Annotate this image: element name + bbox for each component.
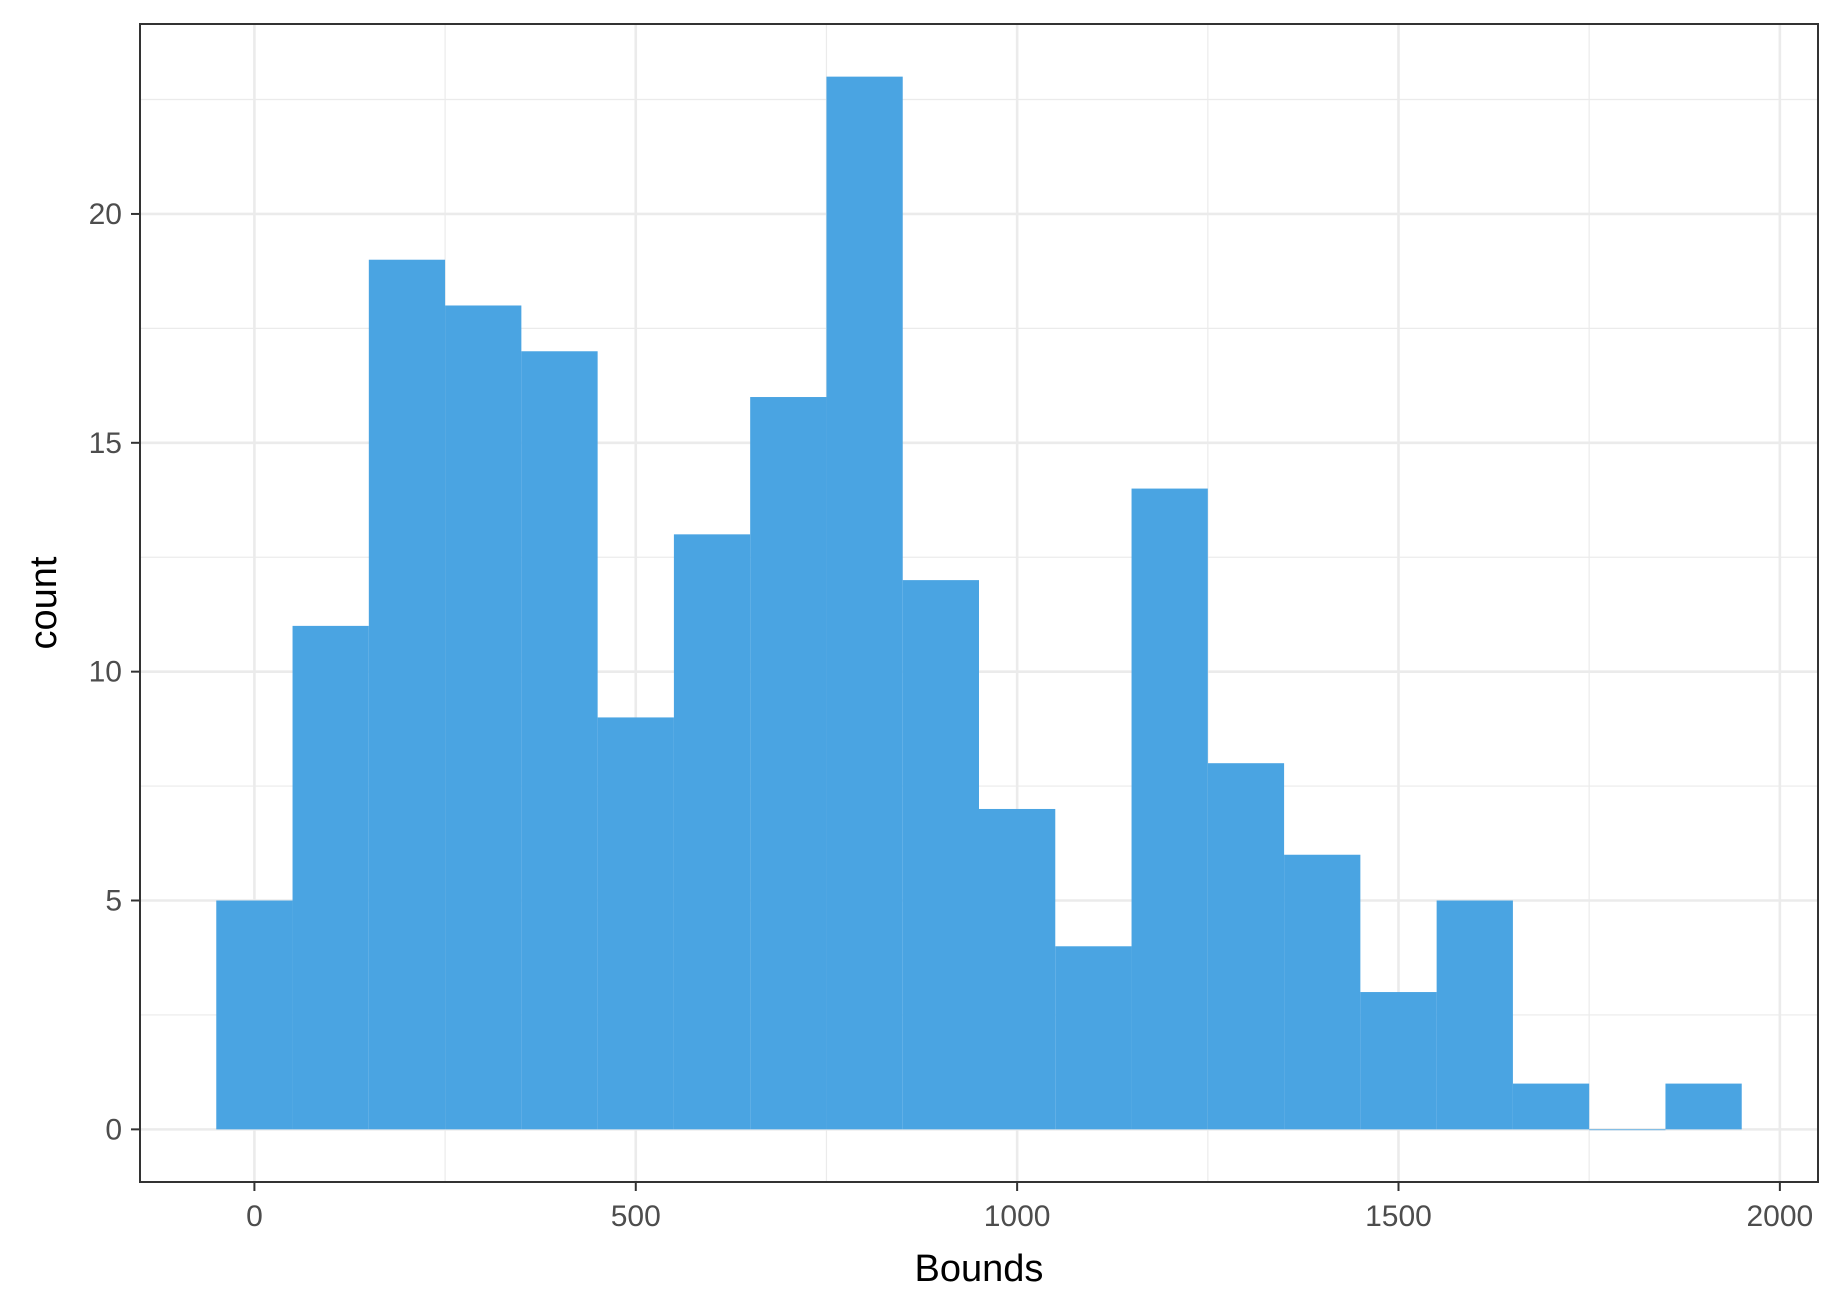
x-tick-label: 1500 <box>1365 1200 1432 1233</box>
histogram-bar <box>1055 946 1132 1130</box>
histogram-bar <box>521 351 598 1130</box>
histogram-bar <box>216 900 293 1130</box>
histogram-bar <box>292 625 369 1130</box>
histogram-bar <box>1284 854 1361 1130</box>
x-axis: 0 500 1000 1500 2000 <box>246 1182 1813 1233</box>
histogram-bars <box>216 76 1742 1131</box>
histogram-bar <box>673 534 751 1130</box>
histogram-bar <box>1436 900 1513 1130</box>
histogram-bar <box>826 76 903 1130</box>
histogram-bar <box>750 397 827 1130</box>
histogram-bar <box>445 305 522 1130</box>
histogram-bar <box>1512 1083 1590 1130</box>
histogram-bar <box>597 717 674 1130</box>
y-tick-label: 10 <box>89 656 122 689</box>
y-axis-title: count <box>23 556 65 649</box>
histogram-bar <box>368 259 446 1130</box>
x-tick-label: 500 <box>611 1200 661 1233</box>
histogram-bar <box>1589 1129 1666 1131</box>
x-tick-label: 0 <box>246 1200 263 1233</box>
histogram-bar <box>1665 1083 1742 1130</box>
y-tick-label: 0 <box>105 1113 122 1146</box>
x-tick-label: 1000 <box>984 1200 1051 1233</box>
histogram-bar <box>1360 992 1437 1130</box>
x-axis-title: Bounds <box>915 1248 1044 1290</box>
panel-border <box>139 23 1819 1183</box>
histogram-bar <box>1131 488 1208 1130</box>
histogram-bar <box>1207 763 1285 1130</box>
y-tick-label: 5 <box>105 885 122 918</box>
histogram-bar <box>902 580 979 1130</box>
y-axis: 0 5 10 15 20 <box>89 198 140 1146</box>
x-tick-label: 2000 <box>1746 1200 1813 1233</box>
y-tick-label: 20 <box>89 198 122 231</box>
histogram-bar <box>979 808 1056 1130</box>
y-tick-label: 15 <box>89 427 122 460</box>
